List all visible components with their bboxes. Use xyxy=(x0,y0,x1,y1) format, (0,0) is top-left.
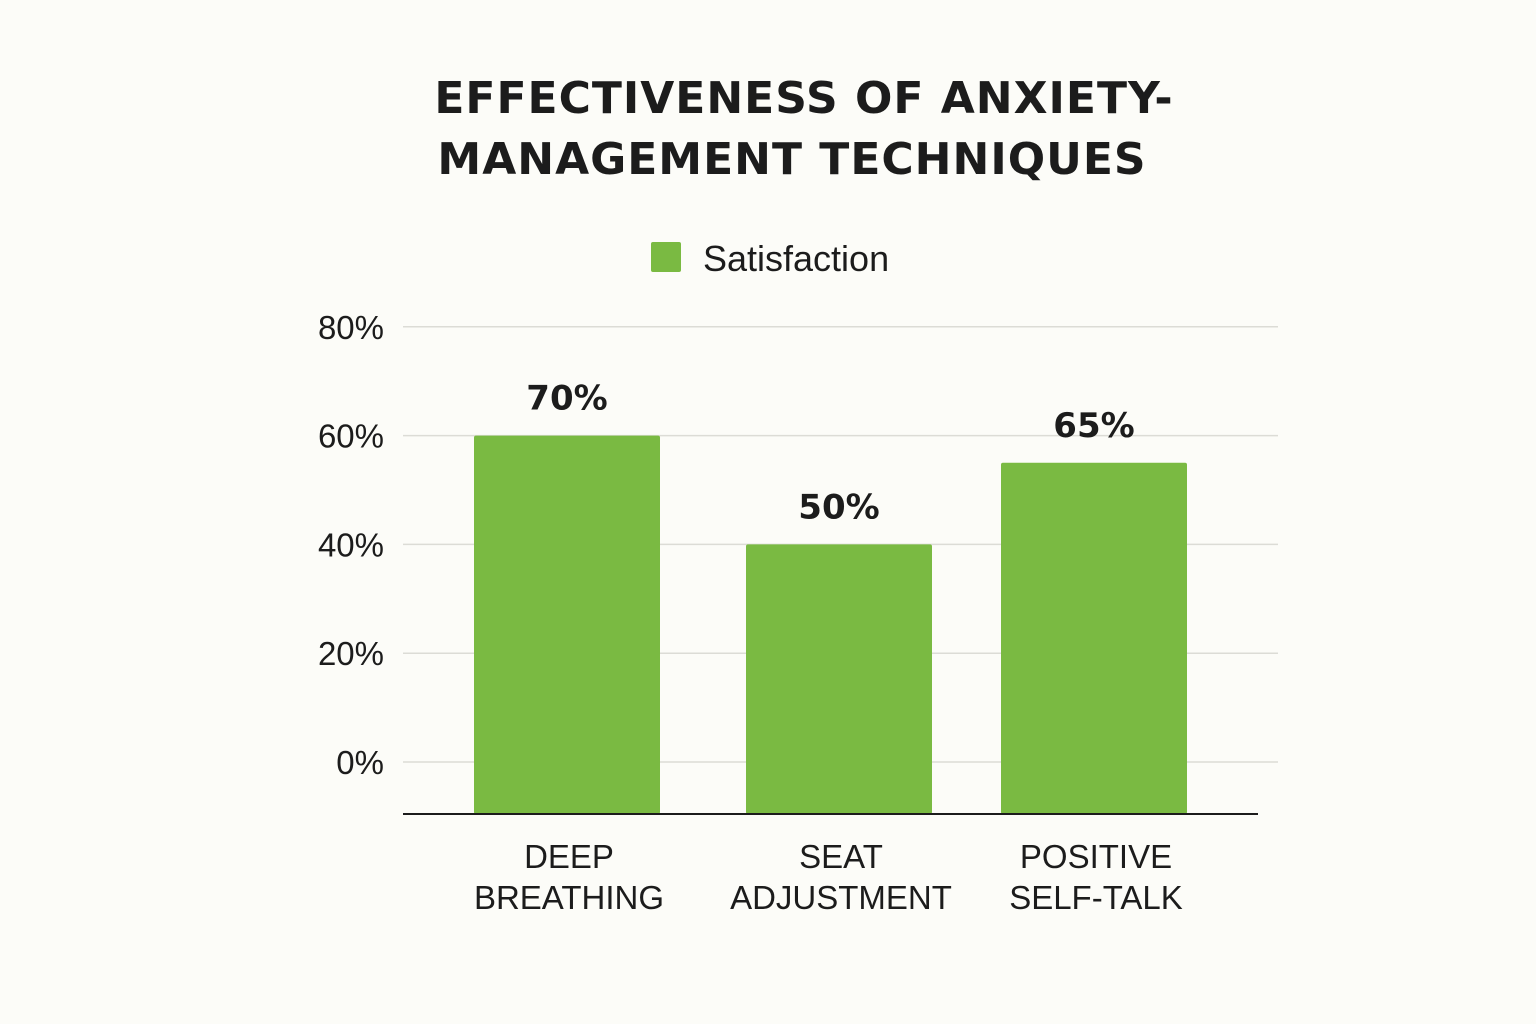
data-label: 65% xyxy=(1053,406,1134,446)
x-tick-label: SELF-TALK xyxy=(1009,879,1183,916)
y-tick-label: 20% xyxy=(318,635,384,672)
chart-title-line-2: MANAGEMENT TECHNIQUES xyxy=(437,134,1146,185)
data-labels: 70% 50% 65% xyxy=(526,379,1134,528)
legend-swatch xyxy=(651,242,681,272)
data-label: 70% xyxy=(526,379,607,419)
x-tick-label: ADJUSTMENT xyxy=(730,879,952,916)
chart-title: EFFECTIVENESS OF ANXIETY- MANAGEMENT TEC… xyxy=(434,73,1173,185)
data-label: 50% xyxy=(798,487,879,527)
x-tick-label: POSITIVE xyxy=(1020,838,1172,875)
y-tick-label: 80% xyxy=(318,309,384,346)
y-tick-label: 40% xyxy=(318,526,384,563)
x-tick-label: DEEP xyxy=(524,838,614,875)
y-tick-label: 60% xyxy=(318,418,384,455)
x-tick-label: BREATHING xyxy=(474,879,664,916)
x-axis-category-labels: DEEP BREATHING SEAT ADJUSTMENT POSITIVE SELF-… xyxy=(474,838,1183,916)
y-tick-label: 0% xyxy=(336,744,384,781)
y-axis-tick-labels: 0% 20% 40% 60% 80% xyxy=(318,309,384,781)
bar xyxy=(746,544,932,814)
bars xyxy=(474,435,1187,814)
bar xyxy=(1001,462,1187,814)
x-tick-label: SEAT xyxy=(799,838,883,875)
bar xyxy=(474,435,660,814)
legend: Satisfaction xyxy=(651,238,889,279)
legend-label: Satisfaction xyxy=(703,238,889,279)
chart-title-line-1: EFFECTIVENESS OF ANXIETY- xyxy=(434,73,1173,124)
